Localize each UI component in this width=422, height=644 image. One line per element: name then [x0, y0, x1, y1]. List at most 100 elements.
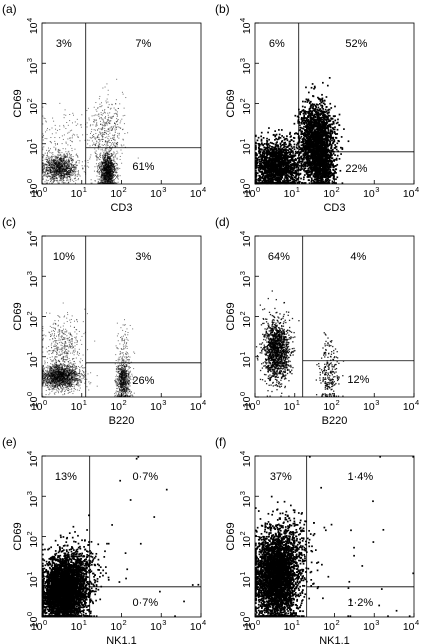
event-dot [75, 174, 76, 175]
event-dot [76, 154, 77, 155]
event-dot [107, 174, 108, 175]
event-dot [42, 116, 43, 117]
event-dot [107, 99, 108, 100]
event-dot [67, 178, 68, 179]
event-dot [268, 139, 270, 141]
event-dot [107, 170, 108, 171]
event-dot [106, 166, 107, 167]
event-dot [61, 164, 62, 165]
event-dot [49, 129, 50, 130]
event-dot [47, 177, 48, 178]
event-dot [75, 172, 76, 173]
event-dot [111, 140, 112, 141]
event-dot [67, 168, 68, 169]
event-dot [54, 168, 55, 169]
event-dot [103, 120, 104, 121]
event-dot [296, 178, 298, 180]
event-dot [116, 118, 117, 119]
event-dot [108, 173, 109, 174]
event-dot [98, 139, 99, 140]
event-dot [281, 182, 283, 184]
event-dot [57, 158, 58, 159]
event-dot [111, 153, 112, 154]
event-dot [56, 157, 57, 158]
event-dot [54, 163, 55, 164]
event-dot [284, 138, 286, 140]
event-dot [59, 171, 60, 172]
event-dot [50, 173, 51, 174]
event-dot [120, 156, 121, 157]
event-dot [117, 114, 118, 115]
event-dot [107, 119, 108, 120]
event-dot [259, 166, 261, 168]
event-dot [114, 139, 115, 140]
event-dot [106, 183, 107, 184]
event-dot [54, 165, 55, 166]
event-dot [55, 158, 56, 159]
event-dot [67, 172, 68, 173]
event-dot [46, 171, 47, 172]
event-dot [60, 167, 61, 168]
event-dot [280, 148, 282, 150]
event-dot [63, 180, 64, 181]
event-dot [108, 107, 109, 108]
event-dot [113, 157, 114, 158]
event-dot [46, 138, 47, 139]
event-dot [285, 149, 287, 151]
event-dot [117, 120, 118, 121]
event-dot [109, 123, 110, 124]
event-dot [104, 165, 105, 166]
event-dot [70, 155, 71, 156]
event-dot [103, 174, 104, 175]
event-dot [108, 183, 109, 184]
event-dot [104, 173, 105, 174]
event-dot [42, 149, 43, 150]
event-dot [65, 115, 66, 116]
event-dot [51, 164, 52, 165]
event-dot [99, 98, 100, 99]
event-dot [88, 167, 89, 168]
event-dot [289, 132, 291, 134]
event-dot [98, 163, 99, 164]
event-dot [257, 139, 259, 141]
event-dot [72, 180, 73, 181]
event-dot [119, 103, 120, 104]
event-dot [62, 171, 63, 172]
event-dot [90, 125, 91, 126]
event-dot [72, 175, 73, 176]
event-dot [105, 179, 106, 180]
event-dot [98, 158, 99, 159]
event-dot [103, 182, 104, 183]
event-dot [97, 154, 98, 155]
event-dot [261, 157, 263, 159]
event-dot [114, 179, 115, 180]
event-dot [99, 162, 100, 163]
event-dot [101, 172, 102, 173]
event-dot [108, 181, 109, 182]
event-dot [61, 176, 62, 177]
event-dot [99, 118, 100, 119]
event-dot [100, 155, 101, 156]
event-dot [106, 136, 107, 137]
event-dot [112, 130, 113, 131]
event-dot [273, 159, 275, 161]
event-dot [59, 180, 60, 181]
event-dot [108, 134, 109, 135]
event-dot [99, 106, 100, 107]
event-dot [65, 161, 66, 162]
event-dot [50, 152, 51, 153]
event-dot [44, 172, 45, 173]
event-dot [117, 133, 118, 134]
event-dot [268, 161, 270, 163]
event-dot [104, 178, 105, 179]
event-dot [99, 165, 100, 166]
event-dot [283, 155, 285, 157]
event-dot [279, 134, 281, 136]
event-dot [286, 156, 288, 158]
event-dot [97, 130, 98, 131]
event-dot [107, 138, 108, 139]
event-dot [64, 162, 65, 163]
event-dot [96, 141, 97, 142]
event-dot [55, 125, 56, 126]
event-dot [95, 133, 96, 134]
